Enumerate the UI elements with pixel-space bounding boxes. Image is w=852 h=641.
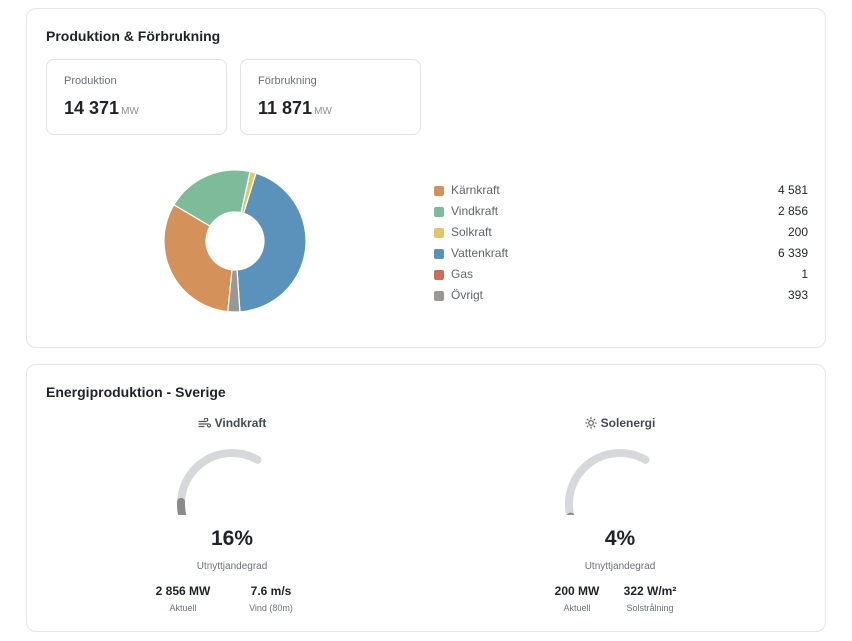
solar-title: Solenergi <box>600 416 656 430</box>
metric-value: 322 W/m² <box>623 584 677 598</box>
metric-label: Aktuell <box>169 603 197 613</box>
legend-item: Gas 1 <box>434 265 808 286</box>
legend-value: 4 581 <box>777 183 808 197</box>
legend-label: Vindkraft <box>451 204 499 218</box>
legend-item: Solkraft 200 <box>434 223 808 244</box>
legend-swatch <box>434 228 444 238</box>
wind-metric-speed: 7.6 m/s Vind (80m) <box>226 584 316 613</box>
solar-gauge <box>565 449 650 515</box>
consumption-value: 11 871 MW <box>258 98 332 119</box>
legend-swatch <box>434 207 444 217</box>
wind-percent: 16% <box>210 527 254 550</box>
consumption-unit: MW <box>314 106 332 117</box>
consumption-label: Förbrukning <box>258 75 317 87</box>
solar-gauge-block: Solenergi 4% Utnyttjandegrad 200 MW Aktu… <box>520 409 720 619</box>
legend-item: Övrigt 393 <box>434 286 808 307</box>
metric-value: 7.6 m/s <box>250 584 292 598</box>
production-unit: MW <box>121 106 139 117</box>
donut-slice-kärnkraft[interactable] <box>163 204 233 313</box>
legend-swatch <box>434 186 444 196</box>
solar-metric-irradiance: 322 W/m² Solstrålning <box>605 584 695 613</box>
solar-header: Solenergi <box>520 416 720 430</box>
legend-label: Kärnkraft <box>451 183 500 197</box>
consumption-stat: Förbrukning 11 871 MW <box>240 59 421 135</box>
production-consumption-card: Produktion & Förbrukning Produktion 14 3… <box>26 8 826 348</box>
legend-item: Vindkraft 2 856 <box>434 202 808 223</box>
wind-metric-current: 2 856 MW Aktuell <box>138 584 228 613</box>
solar-gauge-track <box>565 449 650 515</box>
legend-label: Gas <box>451 267 474 281</box>
wind-gauge <box>177 449 262 515</box>
legend-value: 200 <box>787 225 808 239</box>
card-title: Energiproduktion - Sverige <box>46 384 226 400</box>
solar-metric-current: 200 MW Aktuell <box>532 584 622 613</box>
legend-label: Solkraft <box>451 225 492 239</box>
sun-icon <box>584 417 597 429</box>
legend-value: 2 856 <box>777 204 808 218</box>
metric-label: Solstrålning <box>626 603 674 613</box>
legend-item: Vattenkraft 6 339 <box>434 244 808 265</box>
legend-value: 393 <box>787 288 808 302</box>
solar-sub-label: Utnyttjandegrad <box>584 561 656 572</box>
wind-icon <box>197 417 211 428</box>
energy-production-card: Energiproduktion - Sverige Vindkraft 16%… <box>26 364 826 632</box>
metric-label: Vind (80m) <box>249 603 293 613</box>
legend-label: Vattenkraft <box>451 246 509 260</box>
legend-label: Övrigt <box>451 288 484 302</box>
wind-sub-label: Utnyttjandegrad <box>196 561 268 572</box>
production-label: Produktion <box>64 75 117 87</box>
consumption-number: 11 871 <box>258 98 313 118</box>
wind-gauge-track <box>177 449 262 515</box>
wind-gauge-fill <box>177 497 187 515</box>
donut-slice-övrigt[interactable] <box>227 269 241 313</box>
card-title: Produktion & Förbrukning <box>46 28 221 44</box>
legend-value: 6 339 <box>777 246 808 260</box>
solar-percent: 4% <box>604 527 636 550</box>
legend-value: 1 <box>801 267 808 281</box>
legend-item: Kärnkraft 4 581 <box>434 181 808 202</box>
chart-legend: Kärnkraft 4 581 Vindkraft 2 856 Solkraft 200 V… <box>434 181 808 307</box>
production-donut-chart <box>163 169 307 313</box>
wind-header: Vindkraft <box>132 416 332 430</box>
metric-value: 2 856 MW <box>155 584 211 598</box>
metric-label: Aktuell <box>563 603 591 613</box>
legend-swatch <box>434 249 444 259</box>
donut-slice-vattenkraft[interactable] <box>236 172 307 313</box>
production-stat: Produktion 14 371 MW <box>46 59 227 135</box>
production-number: 14 371 <box>64 98 120 118</box>
wind-gauge-block: Vindkraft 16% Utnyttjandegrad 2 856 MW A… <box>132 409 332 619</box>
legend-swatch <box>434 291 444 301</box>
metric-value: 200 MW <box>554 584 600 598</box>
legend-swatch <box>434 270 444 280</box>
production-value: 14 371 MW <box>64 98 139 119</box>
wind-title: Vindkraft <box>214 416 267 430</box>
